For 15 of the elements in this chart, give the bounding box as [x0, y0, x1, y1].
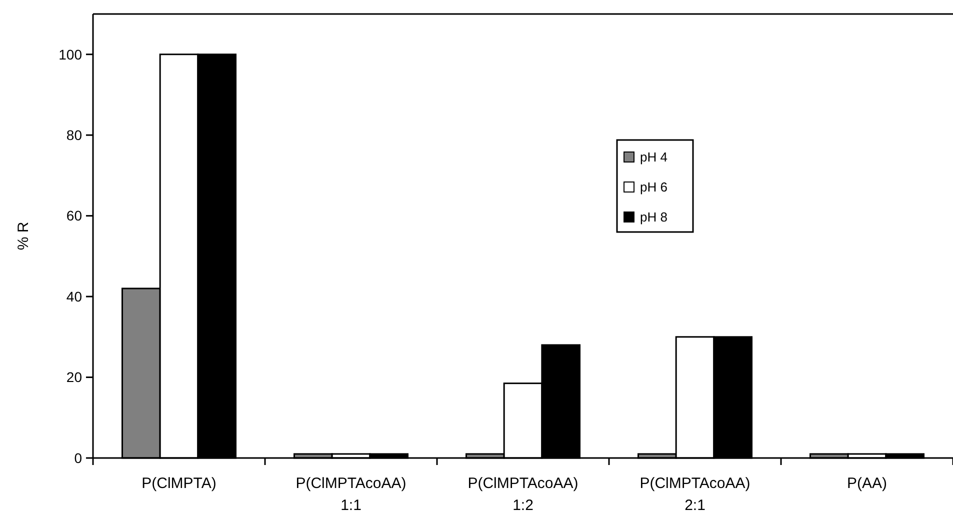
- y-tick-label: 60: [66, 208, 82, 224]
- x-tick-label: P(ClMPTAcoAA) 1:1: [296, 475, 406, 514]
- y-tick-label: 20: [66, 369, 82, 386]
- y-tick-label: 80: [66, 126, 82, 143]
- x-tick-label: P(ClMPTAcoAA) 2:1: [640, 475, 750, 514]
- x-tick-label: P(ClMPTAcoAA) 1:2: [468, 475, 578, 514]
- legend-label: pH 4: [640, 150, 668, 165]
- y-tick-label: 40: [66, 288, 82, 304]
- y-tick-label: 0: [74, 450, 82, 466]
- legend-label: pH 6: [640, 180, 668, 195]
- y-tick-label: 100: [58, 46, 82, 62]
- legend-label: pH 8: [640, 210, 668, 225]
- x-tick-label: P(AA): [846, 475, 888, 492]
- x-tick-label: P(ClMPTA): [142, 475, 216, 492]
- y-axis-title: % R: [15, 222, 32, 250]
